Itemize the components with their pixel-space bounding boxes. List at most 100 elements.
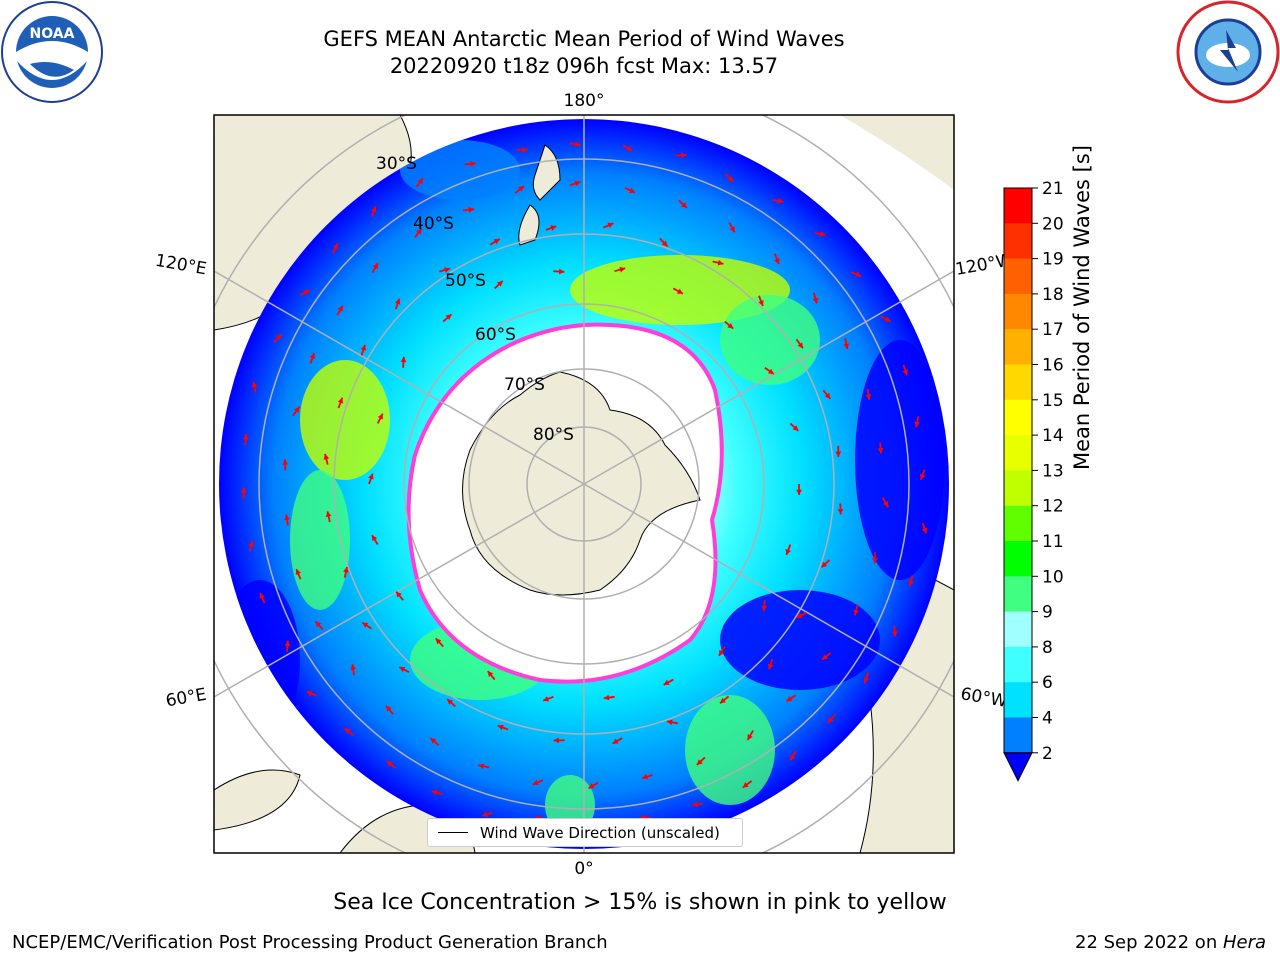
sea-ice-caption: Sea Ice Concentration > 15% is shown in … [333,890,947,915]
wind-arrow-head [767,663,774,670]
wind-arrow-head [368,473,374,480]
wind-arrow-head [362,622,369,628]
colorbar-title: Mean Period of Wind Waves [s] [1070,145,1094,470]
wind-arrow-head [372,263,378,270]
wind-arrow-head [855,271,862,277]
wind-arrow-head [303,290,310,296]
wind-arrow-head [666,719,673,726]
colorbar-tick-label: 9 [1042,603,1053,623]
wind-arrow-head [853,609,860,616]
colorbar-tick-label: 10 [1042,567,1064,587]
wind-arrow-head [337,305,343,312]
wind-arrow-head [819,231,826,237]
wind-arrow-head [468,206,474,213]
colorbar-tick-label: 13 [1042,461,1064,481]
wind-arrow-head [747,734,753,741]
wind-arrow-head [786,696,793,702]
colorbar-extend-triangle [1003,752,1033,782]
colorbar-segment [1004,611,1032,648]
colorbar-tick-label: 6 [1042,673,1053,693]
wind-arrow-head [251,381,258,388]
colorbar-tick-label: 12 [1042,497,1064,517]
colorbar-segment [1004,223,1032,260]
colorbar-segment [1004,541,1032,577]
wind-arrow-head [661,240,668,247]
colorbar-segment [1004,470,1032,507]
wind-arrow-head [377,413,383,420]
wind-arrow-head [416,228,422,235]
wind-arrow-head [785,548,791,555]
wind-arrow-head [248,540,254,547]
wind-arrow-head [727,176,734,182]
wind-arrow-head [822,654,829,660]
wind-arrow-head [908,580,914,587]
wind-arrow-head [323,453,330,460]
wind-arrow-head [470,160,476,167]
legend-line-icon [438,832,468,833]
africa-land [214,769,301,831]
wind-arrow-head [774,258,780,265]
wind-arrow-head [824,392,831,399]
wind-arrow-head [758,300,764,307]
wind-arrow-head [681,202,687,208]
wind-arrow-head [445,314,452,320]
footer-credit: NCEP/EMC/Verification Post Processing Pr… [12,932,608,953]
wind-arrow-head [797,342,803,349]
wind-arrow-head [884,316,891,322]
wind-arrow-head [344,728,351,734]
wind-arrow-head [447,699,453,705]
antarctica-land [462,371,701,596]
nws-logo [1176,0,1280,104]
wind-arrow-head [919,473,926,480]
wind-arrow-head [742,782,749,788]
wind-arrow-head [681,152,687,159]
graticule [214,115,954,853]
wind-arrow-head [518,186,524,192]
lon-label-0: 0° [574,859,593,879]
legend-label: Wind Wave Direction (unscaled) [480,823,720,842]
colorbar-segment [1004,188,1032,224]
wind-arrow-head [553,737,559,744]
chart-title: GEFS MEAN Antarctic Mean Period of Wind … [323,27,845,51]
wind-arrow-head [837,509,844,515]
wind-arrow-head [337,397,344,404]
wind-arrow-head [777,198,784,204]
colorbar-tick-label: 21 [1042,179,1064,199]
wind-arrow-head [642,773,648,780]
wind-arrow-head [921,527,928,534]
wind-arrow-head [796,612,803,618]
top-right-land [840,115,954,190]
wind-arrow-head [719,649,725,656]
wind-arrow-head [430,738,437,744]
wind-arrow-head [417,178,424,185]
wind-arrow-head [727,322,734,329]
wind-arrow-head [394,298,401,305]
wind-arrow-head [242,434,249,440]
colorbar-tick-label: 20 [1042,214,1064,234]
chart-subtitle: 20220920 t18z 096h fcst Max: 13.57 [389,54,779,78]
wind-arrow-head [574,180,581,187]
wind-arrow-head [386,705,392,712]
colorbar-segment [1004,505,1032,542]
wind-arrow-head [717,259,724,266]
footer-host: Hera [1222,932,1266,953]
wind-arrow-head [532,779,539,786]
wind-arrow-head [360,344,367,351]
wind-arrow-head [293,406,300,413]
new-zealand-land [518,144,561,246]
wind-arrow-head [350,664,357,670]
colorbar-tick-label: 8 [1042,638,1053,658]
wind-arrow-head [543,696,550,702]
colorbar-segment [1004,258,1032,295]
colorbar-segment [1004,435,1032,471]
wind-arrow-head [435,638,442,645]
wind-arrow-head [877,448,884,454]
wind-arrow-head [284,640,291,647]
lon-label-180: 180° [564,91,605,111]
lat-label-40s: 40°S [413,214,454,234]
wind-arrow-head [729,226,735,233]
wind-arrow-head [295,569,301,576]
wind-arrow-head [821,561,828,568]
lon-label-60e: 60°E [164,685,208,712]
